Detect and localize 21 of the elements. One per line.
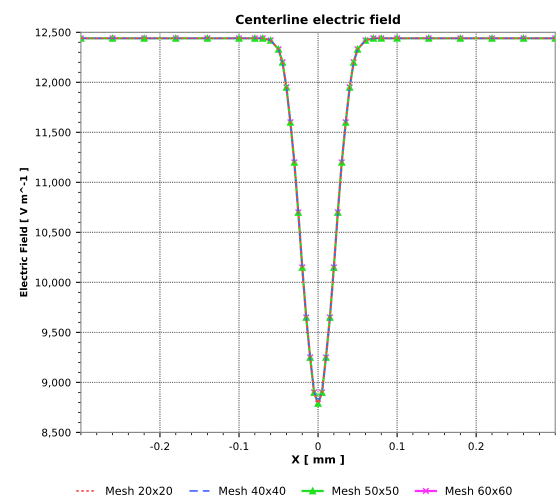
x-tick-label: 0.2 xyxy=(468,442,484,450)
y-tick-label: 11,000 xyxy=(36,178,70,188)
legend-label: Mesh 60x60 xyxy=(446,486,512,495)
y-tick-label: 12,000 xyxy=(36,78,70,88)
y-tick-label: 10,000 xyxy=(36,278,70,288)
legend-label: Mesh 40x40 xyxy=(219,486,286,495)
legend-label: Mesh 50x50 xyxy=(332,486,398,495)
y-tick-label: 12,500 xyxy=(36,28,70,38)
y-tick-label: 8,500 xyxy=(42,428,70,438)
y-axis-title: Electric Field [ V m^-1 ] xyxy=(20,168,28,297)
x-tick-label: -0.2 xyxy=(150,442,170,450)
x-axis-title: X [ mm ] xyxy=(292,454,344,465)
y-tick-label: 9,000 xyxy=(42,378,70,388)
legend-label: Mesh 20x20 xyxy=(106,486,172,495)
y-tick-label: 11,500 xyxy=(36,128,70,138)
y-tick-label: 10,500 xyxy=(36,228,70,238)
x-tick-label: 0 xyxy=(315,442,321,450)
chart-title: Centerline electric field xyxy=(236,14,400,24)
y-tick-label: 9,500 xyxy=(42,328,70,338)
x-tick-label: 0.1 xyxy=(390,442,404,450)
x-tick-label: -0.1 xyxy=(229,442,248,450)
